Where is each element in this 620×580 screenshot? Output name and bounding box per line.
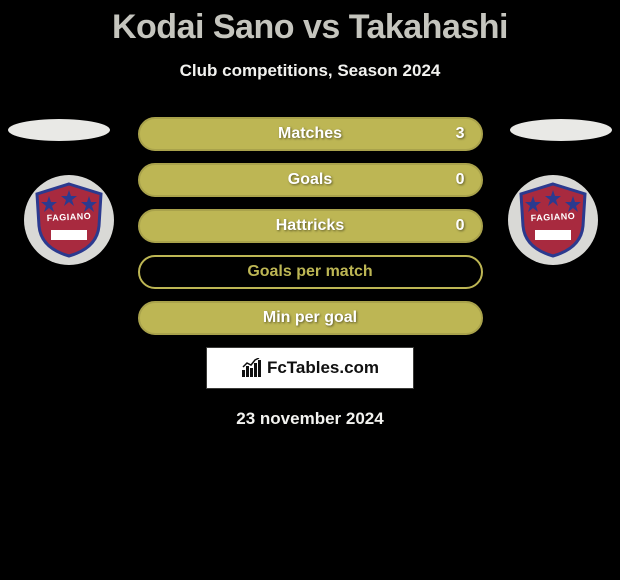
stat-bar-label: Goals	[288, 171, 332, 189]
stat-bar-label: Hattricks	[276, 217, 344, 235]
shield-icon: FAGIANO	[33, 182, 105, 258]
stat-bar-value: 0	[456, 217, 465, 235]
date-label: 23 november 2024	[0, 409, 620, 429]
team-badge-right: FAGIANO	[508, 175, 598, 265]
player-left-ellipse	[8, 119, 110, 141]
stat-bars: Matches 3 Goals 0 Hattricks 0 Goals per match M…	[138, 117, 483, 335]
subtitle: Club competitions, Season 2024	[0, 61, 620, 81]
stat-bar-goals: Goals 0	[138, 163, 483, 197]
player-right-ellipse	[510, 119, 612, 141]
stat-bar-label: Min per goal	[263, 309, 357, 327]
brand-box: FcTables.com	[206, 347, 414, 389]
stat-bar-min-per-goal: Min per goal	[138, 301, 483, 335]
shield-icon: FAGIANO	[517, 182, 589, 258]
stat-bar-value: 3	[456, 125, 465, 143]
page-title: Kodai Sano vs Takahashi	[0, 0, 620, 47]
stat-bar-goals-per-match: Goals per match	[138, 255, 483, 289]
brand-text: FcTables.com	[267, 358, 379, 378]
stat-bar-matches: Matches 3	[138, 117, 483, 151]
stat-bar-label: Goals per match	[247, 263, 372, 281]
brand-chart-icon	[241, 358, 263, 378]
team-badge-left: FAGIANO	[24, 175, 114, 265]
stat-bar-label: Matches	[278, 125, 342, 143]
stat-bar-hattricks: Hattricks 0	[138, 209, 483, 243]
comparison-content: FAGIANO FAGIANO Matches 3 Goals 0 Hattricks 0…	[0, 117, 620, 429]
stat-bar-value: 0	[456, 171, 465, 189]
